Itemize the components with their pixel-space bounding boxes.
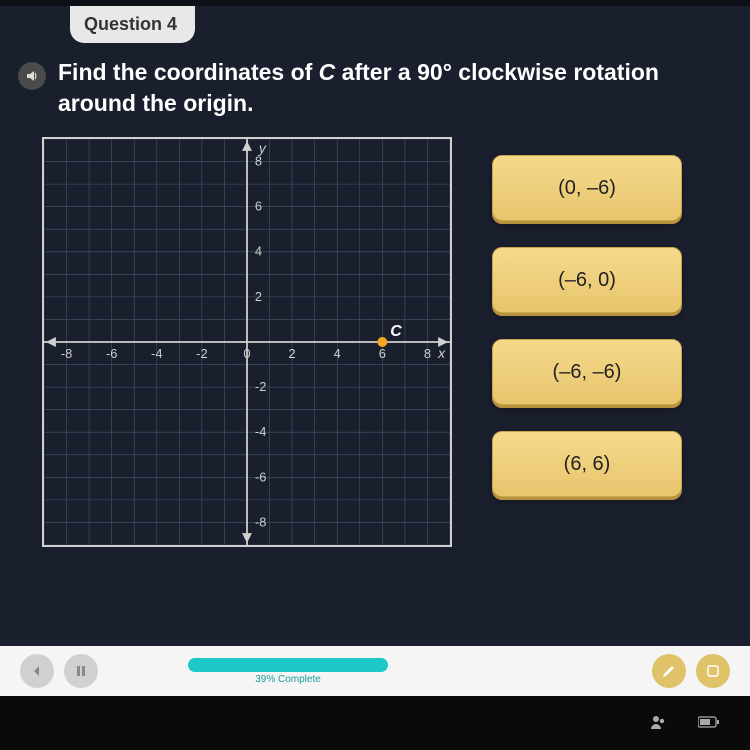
svg-text:-4: -4 <box>255 424 266 439</box>
answer-option-2[interactable]: (–6, 0) <box>492 247 682 313</box>
back-button[interactable] <box>20 654 54 688</box>
answer-option-4[interactable]: (6, 6) <box>492 431 682 497</box>
svg-text:-2: -2 <box>196 346 207 361</box>
answer-choices: (0, –6) (–6, 0) (–6, –6) (6, 6) <box>492 137 682 497</box>
svg-text:6: 6 <box>379 346 386 361</box>
svg-text:8: 8 <box>424 346 431 361</box>
pause-button[interactable] <box>64 654 98 688</box>
answer-option-1[interactable]: (0, –6) <box>492 155 682 221</box>
svg-text:0: 0 <box>243 346 250 361</box>
prompt-text: Find the coordinates of C after a 90° cl… <box>58 59 659 116</box>
grid-svg: -8-6-4-202468-8-6-4-22468yxC <box>44 139 450 545</box>
progress-label: 39% Complete <box>255 674 321 685</box>
svg-text:-6: -6 <box>255 469 266 484</box>
svg-text:y: y <box>258 140 267 156</box>
svg-text:-6: -6 <box>106 346 117 361</box>
progress-fill <box>188 658 388 672</box>
svg-text:-8: -8 <box>61 346 72 361</box>
question-prompt: Find the coordinates of C after a 90° cl… <box>0 43 750 129</box>
people-icon <box>650 713 668 734</box>
svg-text:-4: -4 <box>151 346 162 361</box>
device-taskbar <box>0 696 750 750</box>
pencil-tool-icon[interactable] <box>652 654 686 688</box>
svg-text:-2: -2 <box>255 379 266 394</box>
bottom-nav-bar: 39% Complete <box>0 646 750 696</box>
svg-text:4: 4 <box>334 346 341 361</box>
answer-option-3[interactable]: (–6, –6) <box>492 339 682 405</box>
battery-icon <box>698 715 720 731</box>
svg-text:C: C <box>390 323 402 340</box>
svg-text:4: 4 <box>255 244 262 259</box>
audio-icon[interactable] <box>18 62 46 90</box>
coordinate-grid: -8-6-4-202468-8-6-4-22468yxC <box>42 137 452 547</box>
svg-text:-8: -8 <box>255 514 266 529</box>
progress-bar <box>188 658 388 672</box>
note-tool-icon[interactable] <box>696 654 730 688</box>
svg-text:2: 2 <box>255 289 262 304</box>
svg-text:x: x <box>437 345 446 361</box>
svg-text:2: 2 <box>289 346 296 361</box>
question-number-badge: Question 4 <box>70 6 195 43</box>
svg-text:6: 6 <box>255 199 262 214</box>
